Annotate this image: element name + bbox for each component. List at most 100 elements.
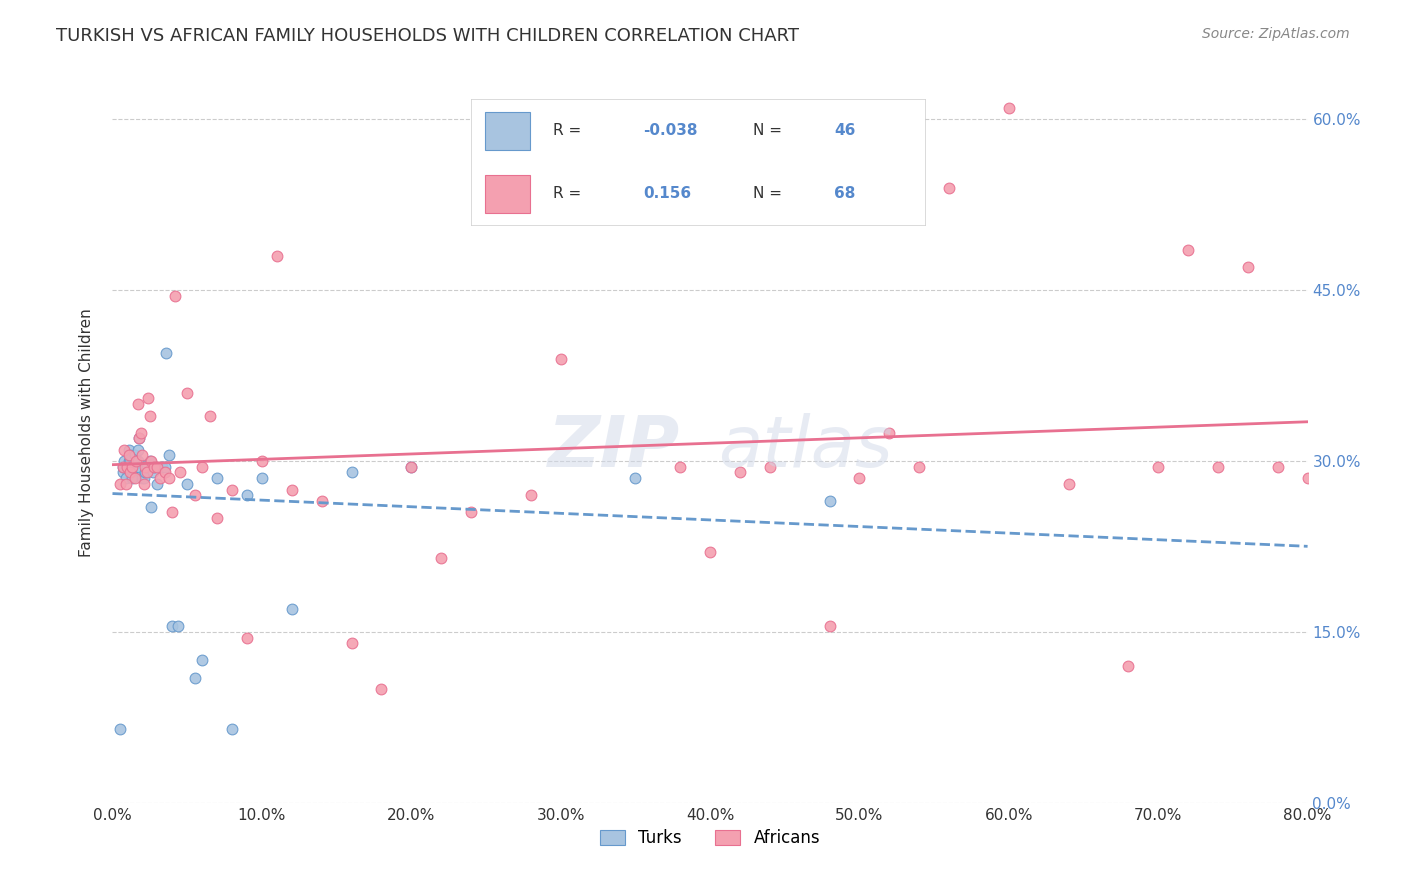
Point [157,471,180,485]
Text: Source: ZipAtlas.com: Source: ZipAtlas.com [1202,27,1350,41]
Point [114,442,135,457]
Point [125,454,148,468]
Point [155,346,177,360]
Point [149,471,172,485]
Point [848,471,870,485]
Point [370,681,392,696]
Point [120,449,142,463]
Point [118,454,141,468]
Point [624,471,647,485]
Point [879,425,901,440]
Point [127,397,149,411]
Point [908,459,931,474]
Point [699,545,721,559]
Point [266,249,288,263]
Point [938,180,960,194]
Point [121,466,143,480]
Point [120,454,142,468]
Point [818,494,841,508]
Point [115,476,138,491]
Point [191,653,214,667]
Point [728,466,751,480]
Y-axis label: Family Households with Children: Family Households with Children [79,309,94,557]
Point [122,459,145,474]
Point [153,466,176,480]
Point [1057,476,1080,491]
Point [118,442,141,457]
Point [236,631,259,645]
Point [127,454,149,468]
Point [146,459,169,474]
Point [127,442,149,457]
Point [183,488,205,502]
Point [401,459,423,474]
Point [162,619,183,633]
Point [146,476,169,491]
Point [108,476,131,491]
Point [118,449,141,463]
Point [131,449,153,463]
Point [131,471,153,485]
Text: TURKISH VS AFRICAN FAMILY HOUSEHOLDS WITH CHILDREN CORRELATION CHART: TURKISH VS AFRICAN FAMILY HOUSEHOLDS WIT… [56,27,799,45]
Point [143,459,166,474]
Point [1296,471,1319,485]
Legend: Turks, Africans: Turks, Africans [593,822,827,854]
Point [132,471,155,485]
Point [579,169,602,184]
Point [221,483,243,497]
Point [157,449,180,463]
Point [183,671,205,685]
Point [138,392,160,406]
Point [205,471,228,485]
Point [169,466,191,480]
Point [150,459,173,474]
Point [1206,459,1229,474]
Point [111,459,134,474]
Point [141,500,163,514]
Point [624,135,647,149]
Point [430,550,453,565]
Point [236,488,259,502]
Point [550,351,572,366]
Point [198,409,221,423]
Point [142,466,165,480]
Point [125,459,148,474]
Point [1357,523,1379,537]
Point [1326,471,1348,485]
Point [132,476,155,491]
Point [520,488,543,502]
Point [998,101,1021,115]
Point [759,459,782,474]
Point [117,459,139,474]
Point [205,511,228,525]
Point [143,459,166,474]
Point [139,454,162,468]
Point [1147,459,1170,474]
Point [135,459,157,474]
Point [111,459,134,474]
Point [128,431,150,445]
Point [1177,244,1199,258]
Point [669,459,692,474]
Point [124,449,146,463]
Point [114,454,135,468]
Point [111,466,134,480]
Point [221,722,243,736]
Point [121,459,143,474]
Point [401,459,423,474]
Point [124,471,146,485]
Point [128,459,150,474]
Point [108,722,131,736]
Text: atlas: atlas [718,413,893,482]
Point [460,505,482,519]
Point [250,454,273,468]
Point [818,619,841,633]
Point [250,471,273,485]
Point [129,425,152,440]
Point [141,454,163,468]
Point [176,476,198,491]
Point [135,466,157,480]
Point [311,494,333,508]
Point [117,459,139,474]
Point [1118,659,1140,673]
